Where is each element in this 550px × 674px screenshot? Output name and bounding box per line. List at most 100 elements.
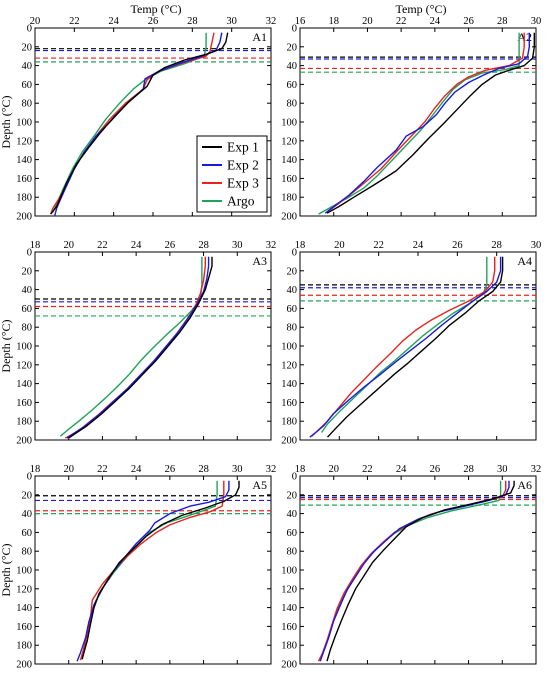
x-axis-label: Temp (°C) bbox=[131, 2, 182, 16]
y-tick-label: 200 bbox=[281, 660, 297, 671]
y-tick-label: 180 bbox=[16, 417, 32, 428]
y-tick-label: 20 bbox=[22, 490, 33, 501]
y-tick-label: 140 bbox=[16, 155, 32, 166]
x-tick-label: 20 bbox=[334, 240, 345, 251]
y-tick-label: 160 bbox=[281, 174, 297, 185]
x-tick-label: 32 bbox=[266, 16, 277, 27]
y-tick-label: 40 bbox=[22, 285, 33, 296]
y-tick-label: 160 bbox=[16, 622, 32, 633]
x-tick-label: 28 bbox=[198, 240, 209, 251]
legend-label: Exp 2 bbox=[227, 158, 259, 173]
series-exp-1 bbox=[326, 32, 535, 214]
y-axis-label: Depth (°C) bbox=[0, 319, 13, 372]
y-tick-label: 140 bbox=[281, 155, 297, 166]
y-tick-label: 40 bbox=[287, 285, 298, 296]
y-tick-label: 100 bbox=[16, 118, 32, 129]
y-tick-label: 120 bbox=[16, 584, 32, 595]
y-tick-label: 60 bbox=[287, 304, 298, 315]
y-tick-label: 200 bbox=[16, 212, 32, 223]
y-tick-label: 200 bbox=[281, 212, 297, 223]
panel-label: A4 bbox=[517, 254, 532, 268]
y-tick-label: 100 bbox=[16, 342, 32, 353]
x-tick-label: 32 bbox=[266, 240, 277, 251]
panel-a6: 18 20 22 24 26 28 30 32 0 20 40 60 80 100 120 140 160 180… bbox=[281, 464, 541, 671]
y-tick-label: 80 bbox=[22, 99, 33, 110]
x-tick-label: 28 bbox=[463, 464, 474, 475]
y-tick-label: 60 bbox=[287, 80, 298, 91]
series-exp-2 bbox=[319, 480, 510, 662]
x-tick-label: 26 bbox=[165, 464, 176, 475]
y-tick-label: 0 bbox=[27, 24, 32, 35]
series-argo bbox=[81, 480, 218, 659]
y-tick-label: 20 bbox=[287, 490, 298, 501]
x-tick-label: 18 bbox=[30, 464, 41, 475]
series-exp-1 bbox=[326, 480, 515, 662]
y-axis-label: Depth (°C) bbox=[0, 95, 13, 148]
series-argo bbox=[318, 32, 520, 215]
x-tick-label: 20 bbox=[63, 240, 74, 251]
x-tick-label: 26 bbox=[463, 16, 474, 27]
x-tick-label: 18 bbox=[30, 240, 41, 251]
panel-a2: 16 18 20 22 24 26 28 30 0 20 40 60 80 100 120 140 160 180… bbox=[281, 2, 541, 223]
x-tick-label: 32 bbox=[266, 464, 277, 475]
legend: Exp 1 Exp 2 Exp 3 Argo bbox=[196, 135, 268, 213]
x-tick-label: 20 bbox=[63, 464, 74, 475]
y-tick-label: 60 bbox=[22, 80, 33, 91]
y-tick-label: 20 bbox=[22, 42, 33, 53]
y-tick-label: 40 bbox=[22, 61, 33, 72]
y-tick-label: 200 bbox=[281, 436, 297, 447]
legend-label: Exp 1 bbox=[227, 140, 259, 155]
x-tick-label: 26 bbox=[148, 16, 159, 27]
x-tick-label: 20 bbox=[30, 16, 41, 27]
y-tick-label: 60 bbox=[22, 528, 33, 539]
axes-frame bbox=[34, 475, 272, 665]
y-tick-label: 160 bbox=[281, 398, 297, 409]
x-tick-label: 24 bbox=[430, 16, 441, 27]
series-exp-3 bbox=[79, 480, 225, 661]
y-tick-label: 200 bbox=[16, 436, 32, 447]
panel-a1: 20 22 24 26 28 30 3202040608010012014016018020… bbox=[0, 2, 276, 223]
x-tick-label: 24 bbox=[131, 464, 142, 475]
y-tick-label: 100 bbox=[281, 118, 297, 129]
x-tick-label: 30 bbox=[232, 240, 243, 251]
x-tick-label: 28 bbox=[187, 16, 198, 27]
x-tick-label: 30 bbox=[226, 16, 237, 27]
x-tick-label: 30 bbox=[497, 464, 508, 475]
series-exp-2 bbox=[76, 480, 230, 662]
y-tick-label: 100 bbox=[281, 342, 297, 353]
x-tick-label: 28 bbox=[497, 16, 508, 27]
y-tick-label: 200 bbox=[16, 660, 32, 671]
y-tick-label: 20 bbox=[287, 42, 298, 53]
series-exp-3 bbox=[317, 480, 507, 662]
series-exp-2 bbox=[324, 32, 530, 214]
y-tick-label: 160 bbox=[16, 398, 32, 409]
x-tick-label: 30 bbox=[232, 464, 243, 475]
y-tick-label: 80 bbox=[22, 547, 33, 558]
y-tick-label: 60 bbox=[287, 528, 298, 539]
series-exp-1 bbox=[68, 256, 213, 439]
series-exp-2 bbox=[309, 256, 502, 438]
y-tick-label: 140 bbox=[281, 603, 297, 614]
y-tick-label: 140 bbox=[281, 379, 297, 390]
y-tick-label: 120 bbox=[16, 136, 32, 147]
series-argo bbox=[319, 480, 502, 659]
series-exp-3 bbox=[326, 32, 525, 213]
x-tick-label: 24 bbox=[108, 16, 119, 27]
panel-label: A1 bbox=[252, 30, 267, 44]
series-argo bbox=[321, 256, 488, 433]
y-axis-label: Depth (°C) bbox=[0, 543, 13, 596]
x-tick-label: 24 bbox=[413, 240, 424, 251]
panel-a4: 18 20 22 24 26 28 30 0 20 40 60 80 100 120 140 160 180 20… bbox=[281, 240, 541, 447]
y-tick-label: 40 bbox=[22, 509, 33, 520]
y-tick-label: 40 bbox=[287, 61, 298, 72]
y-tick-label: 80 bbox=[287, 99, 298, 110]
series-exp-3 bbox=[64, 256, 207, 439]
axes-frame bbox=[34, 251, 272, 441]
panel-label: A5 bbox=[252, 478, 267, 492]
legend-label: Argo bbox=[227, 194, 255, 209]
y-tick-label: 160 bbox=[281, 622, 297, 633]
series-argo bbox=[52, 32, 207, 213]
y-tick-label: 180 bbox=[16, 193, 32, 204]
y-tick-label: 0 bbox=[27, 472, 32, 483]
x-tick-label: 28 bbox=[198, 464, 209, 475]
